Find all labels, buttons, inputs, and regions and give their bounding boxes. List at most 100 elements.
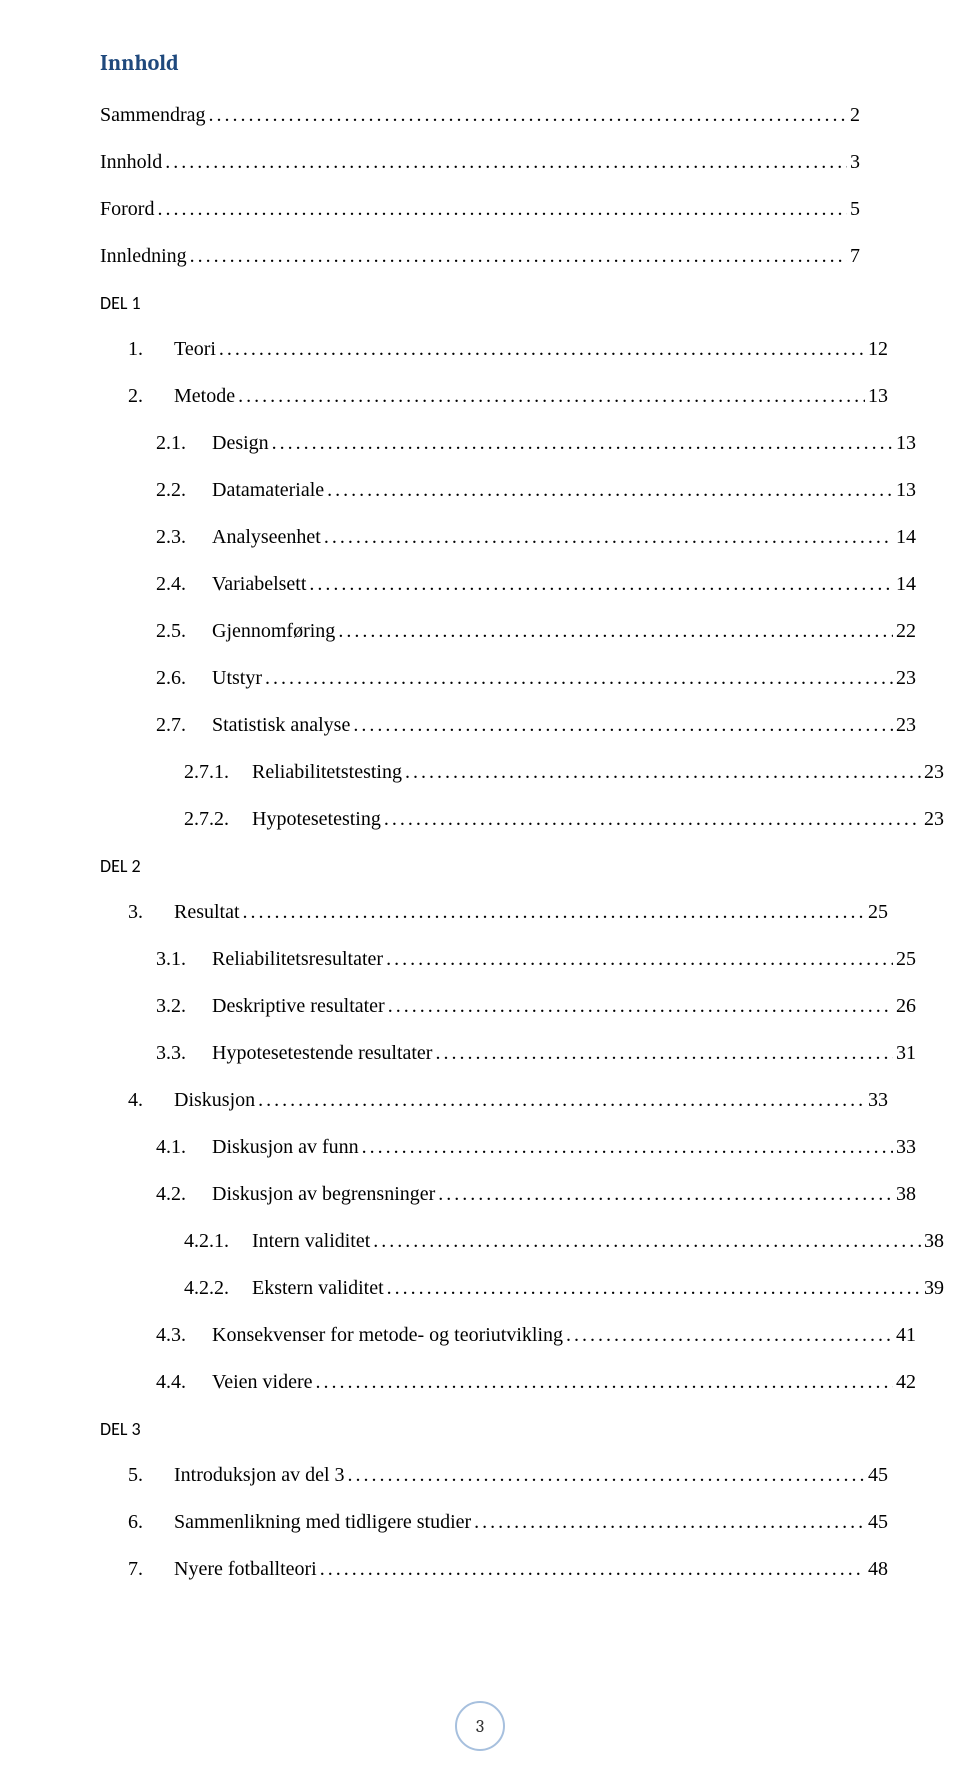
- toc-page: 14: [896, 573, 916, 596]
- toc-entry-ekstern-validitet[interactable]: 4.2.2.Ekstern validitet 39: [100, 1277, 944, 1300]
- toc-leader: [362, 1136, 893, 1159]
- toc-entry-reliabilitetsresultater[interactable]: 3.1.Reliabilitetsresultater 25: [100, 948, 916, 971]
- toc-label: 2.4.Variabelsett: [156, 573, 306, 596]
- toc-entry-reliabilitetstesting[interactable]: 2.7.1.Reliabilitetstesting 23: [100, 761, 944, 784]
- toc-label: 5.Introduksjon av del 3: [128, 1464, 345, 1487]
- toc-entry-statistisk-analyse[interactable]: 2.7.Statistisk analyse 23: [100, 714, 916, 737]
- toc-label: 2.7.1.Reliabilitetstesting: [184, 761, 402, 784]
- toc-leader: [384, 808, 921, 831]
- toc-label: 2.5.Gjennomføring: [156, 620, 335, 643]
- toc-page: 13: [868, 385, 888, 408]
- toc-label: 4.Diskusjon: [128, 1089, 255, 1112]
- toc-leader: [258, 1089, 865, 1112]
- toc-label: 2.1.Design: [156, 432, 269, 455]
- toc-label: Sammendrag: [100, 104, 206, 127]
- toc-leader: [272, 432, 893, 455]
- toc-leader: [309, 573, 893, 596]
- toc-page: 45: [868, 1511, 888, 1534]
- toc-label: 2.3.Analyseenhet: [156, 526, 321, 549]
- toc-leader: [474, 1511, 865, 1534]
- toc-label: 4.3.Konsekvenser for metode- og teoriutv…: [156, 1324, 563, 1347]
- toc-leader: [327, 479, 893, 502]
- toc-label: 2.6.Utstyr: [156, 667, 262, 690]
- toc-label: 4.2.2.Ekstern validitet: [184, 1277, 384, 1300]
- page-number-badge: 3: [455, 1701, 505, 1751]
- toc-leader: [238, 385, 865, 408]
- toc-leader: [316, 1371, 893, 1394]
- toc-entry-gjennomforing[interactable]: 2.5.Gjennomføring 22: [100, 620, 916, 643]
- toc-leader: [324, 526, 893, 549]
- toc-entry-variabelsett[interactable]: 2.4.Variabelsett 14: [100, 573, 916, 596]
- toc-page: 23: [924, 808, 944, 831]
- toc-entry-metode[interactable]: 2.Metode 13: [100, 385, 888, 408]
- toc-entry-deskriptive-resultater[interactable]: 3.2.Deskriptive resultater 26: [100, 995, 916, 1018]
- toc-entry-teori[interactable]: 1.Teori 12: [100, 338, 888, 361]
- section-del3: DEL 3: [100, 1418, 860, 1440]
- toc-leader: [435, 1042, 893, 1065]
- toc-label: 6.Sammenlikning med tidligere studier: [128, 1511, 471, 1534]
- toc-entry-innhold[interactable]: Innhold 3: [100, 151, 860, 174]
- toc-label: 3.1.Reliabilitetsresultater: [156, 948, 383, 971]
- section-del1: DEL 1: [100, 292, 860, 314]
- toc-page: 45: [868, 1464, 888, 1487]
- toc-entry-konsekvenser[interactable]: 4.3.Konsekvenser for metode- og teoriutv…: [100, 1324, 916, 1347]
- toc-entry-analyseenhet[interactable]: 2.3.Analyseenhet 14: [100, 526, 916, 549]
- toc-entry-datamateriale[interactable]: 2.2.Datamateriale 13: [100, 479, 916, 502]
- toc-entry-intern-validitet[interactable]: 4.2.1.Intern validitet 38: [100, 1230, 944, 1253]
- toc-entry-sammendrag[interactable]: Sammendrag 2: [100, 104, 860, 127]
- toc-label: 4.4.Veien videre: [156, 1371, 313, 1394]
- toc-page: 41: [896, 1324, 916, 1347]
- toc-page: 3: [850, 151, 860, 174]
- toc-leader: [388, 995, 893, 1018]
- toc-label: 3.2.Deskriptive resultater: [156, 995, 385, 1018]
- toc-page: 48: [868, 1558, 888, 1581]
- toc-entry-hypotesetestende-resultater[interactable]: 3.3.Hypotesetestende resultater 31: [100, 1042, 916, 1065]
- toc-label: 1.Teori: [128, 338, 216, 361]
- toc-label: 7.Nyere fotballteori: [128, 1558, 317, 1581]
- toc-page: 31: [896, 1042, 916, 1065]
- toc-leader: [320, 1558, 865, 1581]
- toc-leader: [348, 1464, 865, 1487]
- toc-entry-innledning[interactable]: Innledning 7: [100, 245, 860, 268]
- toc-entry-diskusjon-av-begrensninger[interactable]: 4.2.Diskusjon av begrensninger 38: [100, 1183, 916, 1206]
- toc-leader: [438, 1183, 893, 1206]
- toc-page: 42: [896, 1371, 916, 1394]
- toc-label: 2.7.2.Hypotesetesting: [184, 808, 381, 831]
- toc-label: 4.2.Diskusjon av begrensninger: [156, 1183, 435, 1206]
- toc-entry-introduksjon-del3[interactable]: 5.Introduksjon av del 3 45: [100, 1464, 888, 1487]
- toc-leader: [190, 245, 847, 268]
- toc-page: 14: [896, 526, 916, 549]
- toc-page: 38: [896, 1183, 916, 1206]
- toc-leader: [373, 1230, 921, 1253]
- toc-leader: [243, 901, 865, 924]
- toc-label: Innledning: [100, 245, 187, 268]
- toc-leader: [157, 198, 847, 221]
- toc-entry-diskusjon[interactable]: 4.Diskusjon 33: [100, 1089, 888, 1112]
- toc-label: 2.7.Statistisk analyse: [156, 714, 350, 737]
- toc-entry-sammenlikning[interactable]: 6.Sammenlikning med tidligere studier 45: [100, 1511, 888, 1534]
- toc-entry-diskusjon-av-funn[interactable]: 4.1.Diskusjon av funn 33: [100, 1136, 916, 1159]
- toc-leader: [165, 151, 847, 174]
- toc-entry-utstyr[interactable]: 2.6.Utstyr 23: [100, 667, 916, 690]
- toc-page: 25: [896, 948, 916, 971]
- toc-entry-forord[interactable]: Forord 5: [100, 198, 860, 221]
- toc-page: 26: [896, 995, 916, 1018]
- toc-leader: [338, 620, 893, 643]
- toc-label: 4.1.Diskusjon av funn: [156, 1136, 359, 1159]
- toc-page: 25: [868, 901, 888, 924]
- page-title: Innhold: [100, 50, 860, 76]
- toc-leader: [386, 948, 893, 971]
- toc-page: 13: [896, 432, 916, 455]
- toc-entry-nyere-fotballteori[interactable]: 7.Nyere fotballteori 48: [100, 1558, 888, 1581]
- toc-page: 13: [896, 479, 916, 502]
- toc-entry-design[interactable]: 2.1.Design 13: [100, 432, 916, 455]
- toc-label: 2.2.Datamateriale: [156, 479, 324, 502]
- toc-page: 39: [924, 1277, 944, 1300]
- toc-entry-resultat[interactable]: 3.Resultat 25: [100, 901, 888, 924]
- toc-entry-hypotesetesting[interactable]: 2.7.2.Hypotesetesting 23: [100, 808, 944, 831]
- toc-page: 2: [850, 104, 860, 127]
- toc-leader: [209, 104, 847, 127]
- toc-leader: [219, 338, 865, 361]
- toc-entry-veien-videre[interactable]: 4.4.Veien videre 42: [100, 1371, 916, 1394]
- toc-page: 5: [850, 198, 860, 221]
